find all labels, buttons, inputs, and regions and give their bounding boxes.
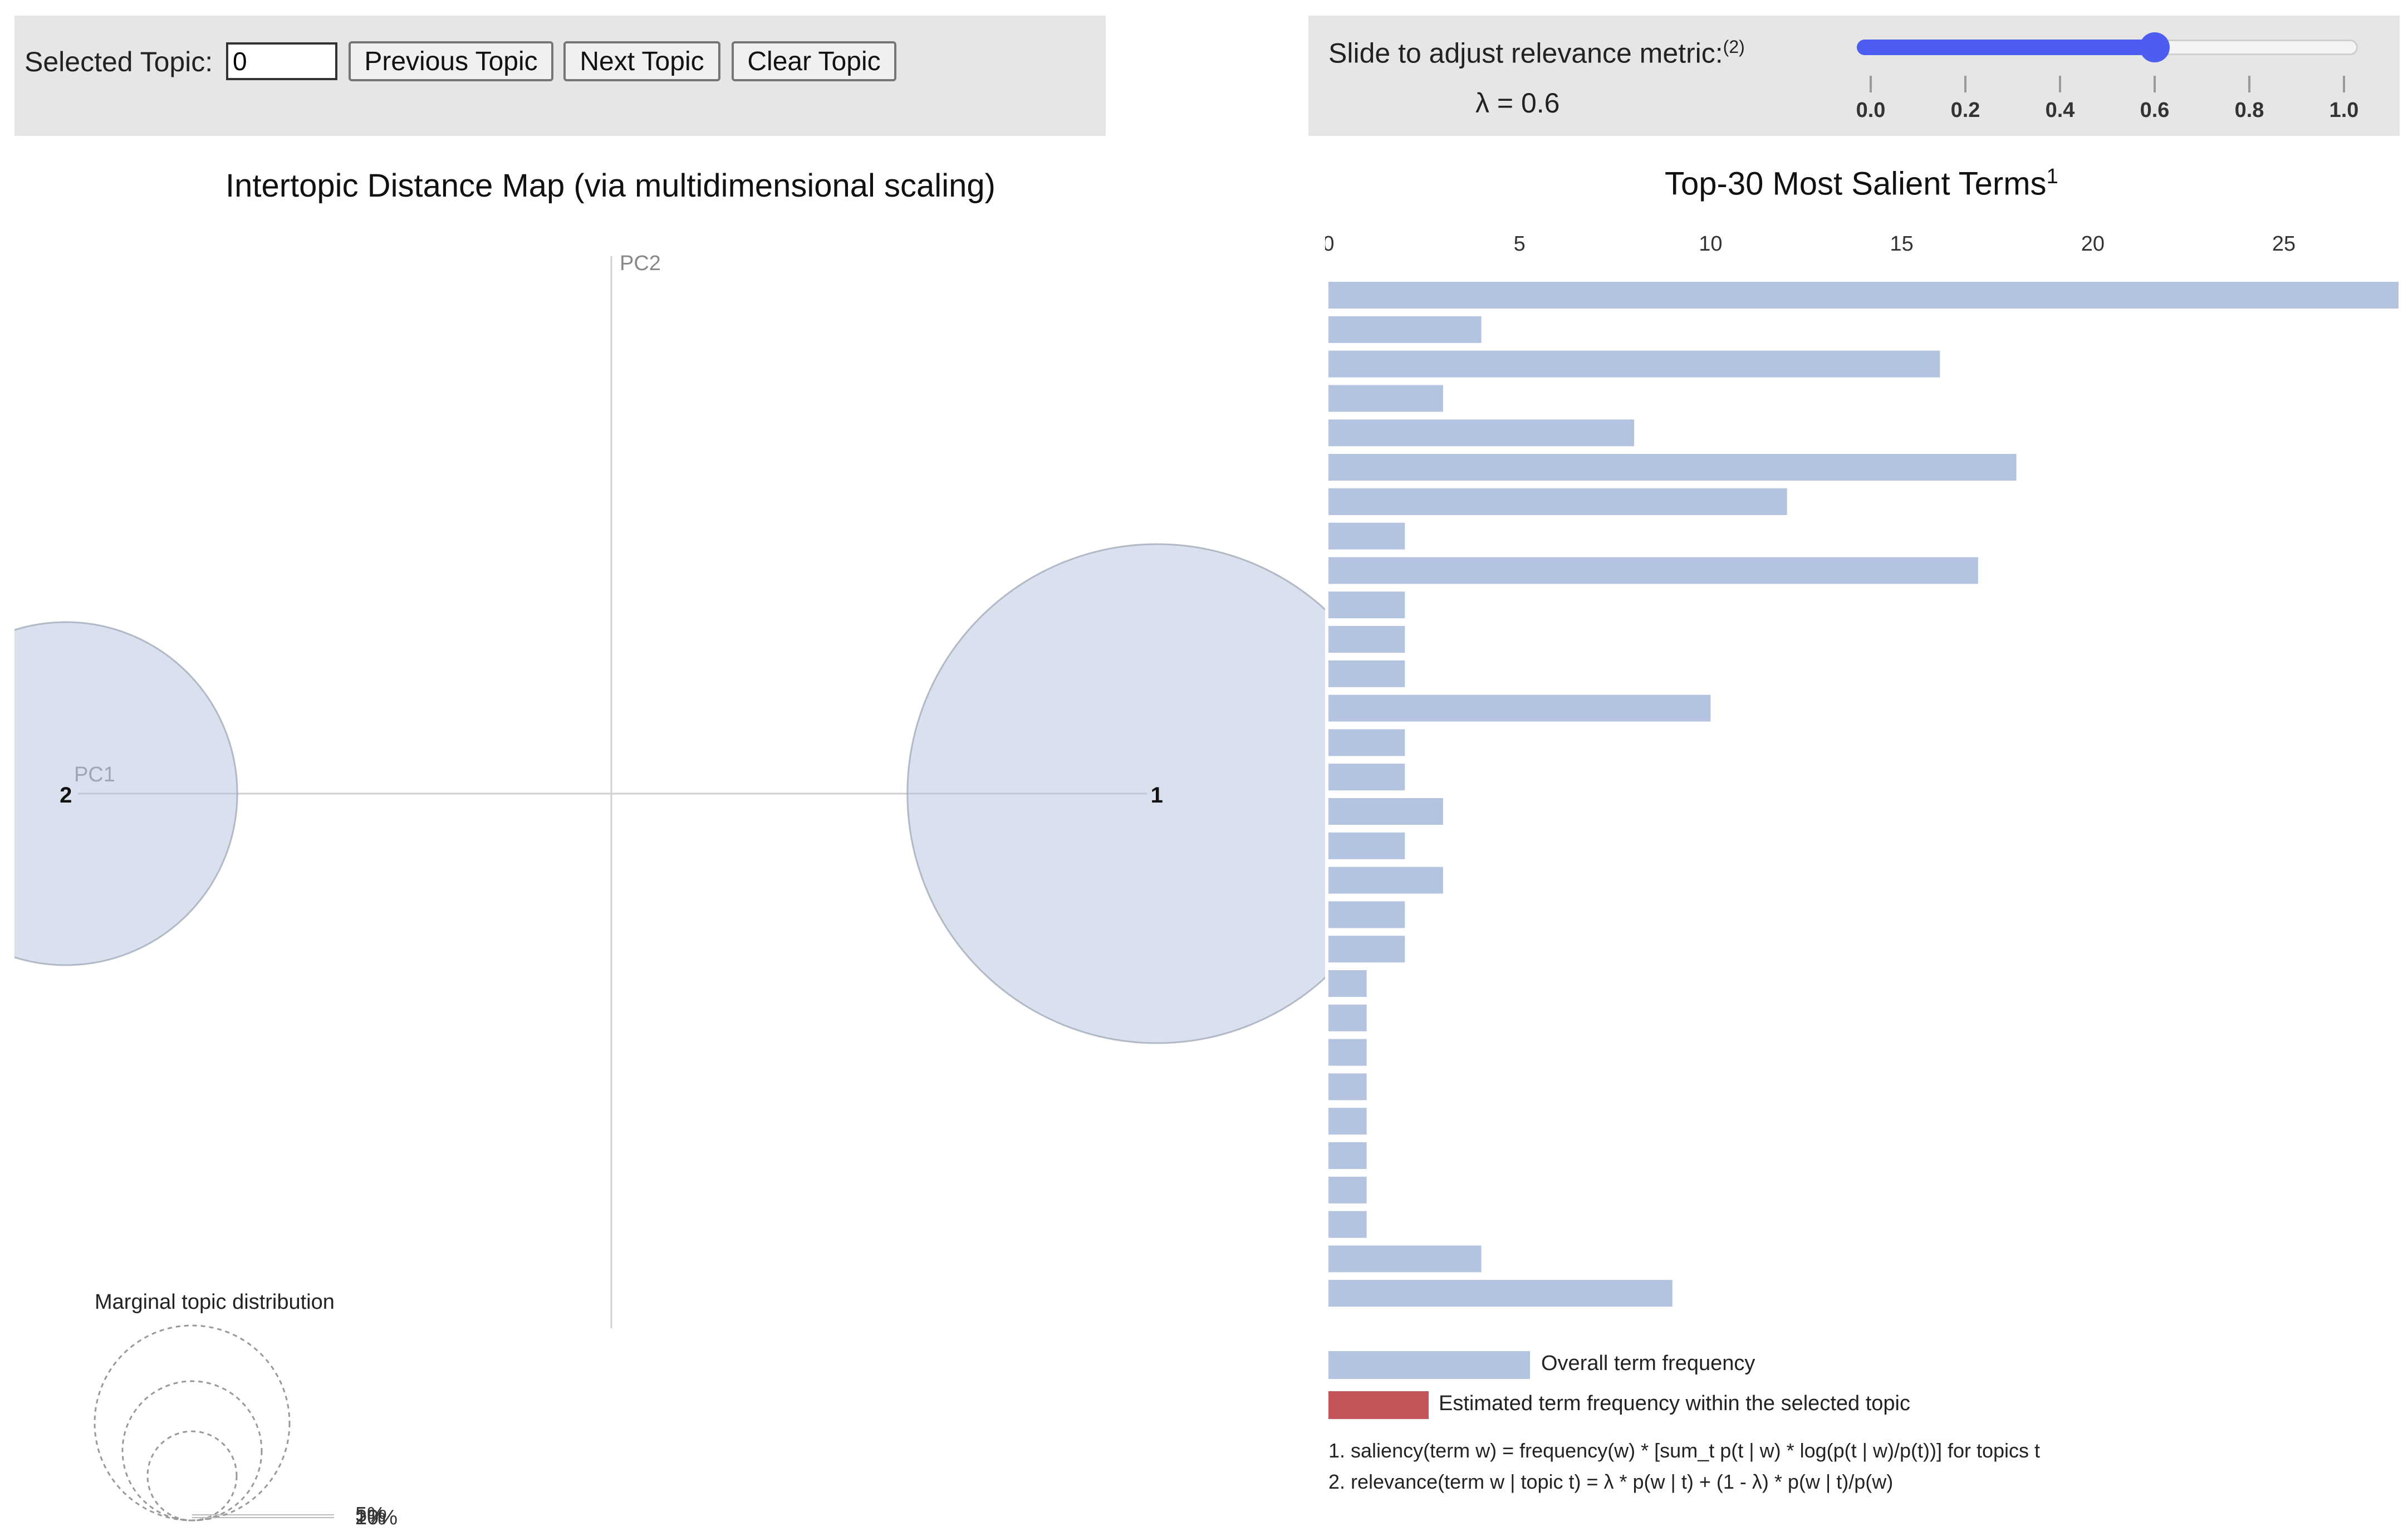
previous-topic-button[interactable]: Previous Topic: [349, 41, 553, 81]
bar-survey[interactable]: [1328, 454, 2017, 481]
selected-topic-input[interactable]: [226, 42, 337, 80]
bar-drone[interactable]: [1328, 282, 2399, 309]
bar-plot[interactable]: [1328, 591, 1405, 619]
bar-monitor[interactable]: [1328, 1245, 1482, 1273]
relevance-slider-thumb[interactable]: [2140, 32, 2170, 62]
bar-monitoring[interactable]: [1328, 522, 1405, 550]
lambda-value: λ = 0.6: [1475, 87, 1560, 119]
bar-flood[interactable]: [1328, 1108, 1367, 1135]
x-tick-label: 20: [2081, 232, 2105, 256]
bar-support[interactable]: [1328, 798, 1443, 825]
marginal-legend-label: 5%: [355, 1503, 386, 1527]
clear-topic-button[interactable]: Clear Topic: [732, 41, 896, 81]
x-tick-label: 15: [1890, 232, 1914, 256]
bar-fire[interactable]: [1328, 1073, 1367, 1100]
marginal-legend-circle: [121, 1380, 263, 1522]
bar-resource[interactable]: [1328, 1004, 1367, 1031]
legend-swatch-topic: [1328, 1391, 1429, 1419]
legend-swatch-overall: [1328, 1351, 1530, 1379]
bar-training[interactable]: [1328, 488, 1787, 515]
next-topic-button[interactable]: Next Topic: [563, 41, 720, 81]
bar-geographic[interactable]: [1328, 660, 1405, 687]
salient-terms-title: Top-30 Most Salient Terms1: [1665, 165, 2058, 202]
bar-accord[interactable]: [1328, 1176, 1367, 1204]
marginal-legend-circle: [94, 1324, 291, 1522]
relevance-slider-fill: [1857, 40, 2155, 55]
pc2-label: PC2: [620, 252, 661, 275]
bar-allow[interactable]: [1328, 1142, 1367, 1169]
marginal-legend-circle: [146, 1430, 238, 1522]
bar-infrastructure[interactable]: [1328, 729, 1405, 756]
bar-decision[interactable]: [1328, 385, 1443, 412]
legend-label-topic: Estimated term frequency within the sele…: [1439, 1392, 1910, 1415]
x-tick-label: 25: [2272, 232, 2296, 256]
topic-control-panel: Selected Topic: Previous Topic Next Topi…: [14, 16, 1106, 136]
selected-topic-label: Selected Topic:: [24, 46, 213, 77]
bar-include[interactable]: [1328, 901, 1405, 928]
footnote-1: 1. saliency(term w) = frequency(w) * [su…: [1328, 1439, 2040, 1462]
x-tick-label: 5: [1514, 232, 1526, 256]
bar-gis[interactable]: [1328, 1280, 1673, 1307]
intertopic-map-title: Intertopic Distance Map (via multidimens…: [225, 168, 995, 204]
bar-planning[interactable]: [1328, 832, 1405, 859]
topic-bubble-label: 2: [60, 783, 72, 808]
salient-terms-title-text: Top-30 Most Salient Terms: [1665, 165, 2047, 202]
footnote-2: 2. relevance(term w | topic t) = λ * p(w…: [1328, 1470, 1893, 1493]
marginal-legend-title: Marginal topic distribution: [95, 1290, 335, 1314]
bar-aerial[interactable]: [1328, 694, 1711, 722]
x-tick-label: 10: [1699, 232, 1722, 256]
bar-information[interactable]: [1328, 867, 1443, 894]
topic-bubble-2[interactable]: [0, 621, 238, 966]
topic-bubble-label: 1: [1151, 783, 1163, 808]
relevance-label: Slide to adjust relevance metric:(2): [1328, 37, 1745, 70]
relevance-label-text: Slide to adjust relevance metric:: [1328, 37, 1723, 69]
topic-bubble-1[interactable]: [906, 543, 1325, 1044]
bar-mapping[interactable]: [1328, 557, 1978, 584]
bar-sowit[interactable]: [1328, 1211, 1367, 1238]
marginal-legend-label: 10%: [355, 1506, 398, 1529]
bar-farm[interactable]: [1328, 936, 1405, 963]
bar-remote[interactable]: [1328, 419, 1635, 447]
salient-terms-title-sup: 1: [2046, 165, 2058, 188]
bar-sector[interactable]: [1328, 970, 1367, 997]
intertopic-distance-map: PC2 PC1 12 Marginal topic distribution 2…: [0, 252, 1325, 1529]
relevance-control-panel: Slide to adjust relevance metric:(2) λ =…: [1308, 16, 2400, 136]
bar-tool[interactable]: [1328, 626, 1405, 653]
x-tick-label: 0: [1325, 232, 1335, 256]
bar-management[interactable]: [1328, 316, 1482, 343]
relevance-footnote-ref: (2): [1723, 37, 1745, 57]
bar-service[interactable]: [1328, 350, 1940, 378]
bar-natural[interactable]: [1328, 1039, 1367, 1066]
legend-label-overall: Overall term frequency: [1541, 1352, 1755, 1375]
marginal-legend-label: 2%: [355, 1506, 386, 1529]
bar-provide[interactable]: [1328, 764, 1405, 791]
